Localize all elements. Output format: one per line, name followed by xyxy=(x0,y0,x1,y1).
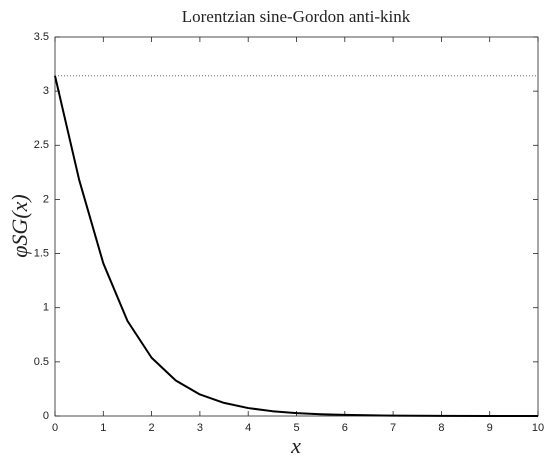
x-tick-label: 6 xyxy=(342,422,348,434)
y-tick-label: 1 xyxy=(43,302,49,314)
x-tick-label: 10 xyxy=(532,422,544,434)
line-series xyxy=(54,75,539,417)
y-tick-label: 2.5 xyxy=(34,139,49,151)
x-tick-label: 3 xyxy=(197,422,203,434)
y-tick-label: 0.5 xyxy=(34,356,49,368)
x-tick-label: 7 xyxy=(390,422,396,434)
x-tick-label: 1 xyxy=(100,422,106,434)
x-axis-label: x xyxy=(290,433,301,458)
y-tick-label: 2 xyxy=(43,193,49,205)
y-tick-label: 0 xyxy=(43,410,49,422)
y-tick-label: 3.5 xyxy=(34,31,49,43)
x-tick-label: 0 xyxy=(52,422,58,434)
x-tick-label: 8 xyxy=(438,422,444,434)
plot-frame xyxy=(54,36,539,417)
chart-title: Lorentzian sine-Gordon anti-kink xyxy=(182,7,411,26)
x-tick-label: 9 xyxy=(487,422,493,434)
y-tick-label: 3 xyxy=(43,85,49,97)
x-tick-label: 2 xyxy=(149,422,155,434)
y-axis-label: φSG(x) xyxy=(7,194,32,257)
x-tick-label: 5 xyxy=(293,422,299,434)
y-tick-label: 1.5 xyxy=(34,247,49,259)
x-tick-label: 4 xyxy=(245,422,251,434)
